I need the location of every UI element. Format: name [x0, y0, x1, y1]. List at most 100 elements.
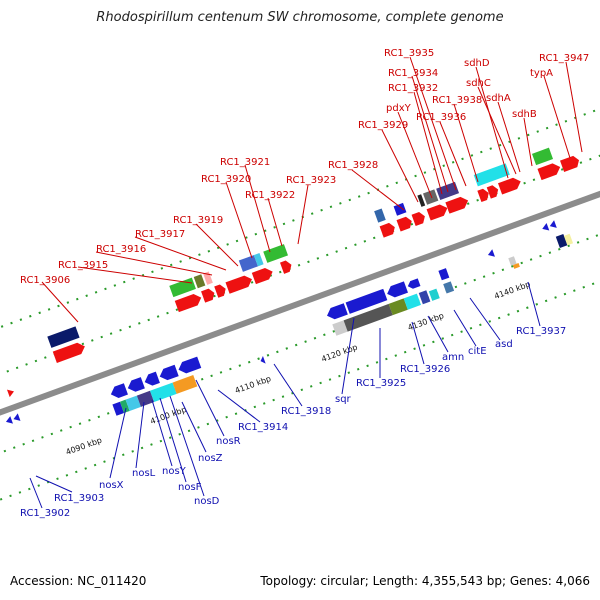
gene-RC1_3926-blue [387, 281, 408, 298]
scale-tick-4130: 4130 kbp [407, 311, 446, 332]
label-RC1_3914: RC1_3914 [238, 422, 288, 433]
gene-nosR [112, 401, 125, 416]
accession-text: Accession: NC_011420 [10, 574, 147, 588]
label-sdhA: sdhA [486, 93, 511, 104]
scale-tick-4120: 4120 kbp [320, 343, 359, 364]
label-nosR: nosR [216, 436, 241, 447]
reverse-genes [5, 220, 574, 424]
gene-RC1_3934 [417, 194, 426, 207]
gene-typA [532, 147, 554, 166]
gene-RC1_3914 [136, 390, 155, 407]
forward-genes [6, 147, 579, 398]
gene-RC1_3923 [263, 244, 289, 263]
label-RC1_3925: RC1_3925 [356, 378, 406, 389]
gene-RC1_3938-b [445, 196, 469, 214]
gene-citE-b [428, 288, 440, 301]
gene-RC1_3922-blue [238, 255, 258, 272]
gene-asd-b [443, 281, 455, 294]
gene-RC1_3906-red [52, 342, 85, 363]
label-RC1_3926: RC1_3926 [400, 364, 450, 375]
label-sdhD: sdhD [464, 58, 490, 69]
gene-RC1_3923-tail [279, 260, 292, 274]
label-RC1_3922: RC1_3922 [245, 190, 295, 201]
gene-RC1_3932 [411, 211, 425, 226]
scale-tick-4090: 4090 kbp [65, 436, 104, 457]
gene-RC1_3928 [374, 208, 386, 223]
gene-end-3 [555, 233, 568, 248]
gene-RC1_3918-orange [172, 375, 198, 394]
gene-typA-red [537, 163, 561, 181]
gene-RC1_3947 [560, 155, 579, 172]
gene-end-2 [549, 220, 557, 228]
gene-RC1_3902 [5, 416, 13, 424]
gene-asd [438, 268, 450, 281]
gene-nosF [159, 364, 179, 381]
label-nosF: nosF [178, 482, 202, 493]
label-asd: asd [495, 339, 513, 350]
label-RC1_3906: RC1_3906 [20, 275, 70, 286]
gene-RC1_3914-a [119, 399, 130, 413]
track-forward-outer [0, 83, 600, 373]
label-amn: amn [442, 352, 464, 363]
label-RC1_3935: RC1_3935 [384, 48, 434, 59]
label-RC1_3916: RC1_3916 [96, 244, 146, 255]
gene-nosZ [150, 382, 177, 403]
gene-nosX [110, 383, 128, 398]
gene-RC1_3925 [343, 303, 393, 332]
label-RC1_3937: RC1_3937 [516, 326, 566, 337]
gene-RC1_3937-c [512, 263, 520, 269]
forward-labels: RC1_3906 RC1_3915 RC1_3916 RC1_3917 RC1_… [20, 48, 589, 286]
label-RC1_3918: RC1_3918 [281, 406, 331, 417]
gene-sqr-grey [332, 320, 348, 336]
gene-nosL [127, 377, 145, 392]
gene-RC1_3914-b [125, 395, 141, 411]
gene-end-1 [542, 223, 550, 231]
gene-RC1_3917 [201, 288, 215, 303]
label-RC1_3936: RC1_3936 [416, 112, 466, 123]
forward-leader-lines [41, 56, 583, 323]
gene-amn-blue [407, 278, 421, 289]
label-RC1_3920: RC1_3920 [201, 174, 251, 185]
gene-RC1_3920 [193, 274, 206, 289]
gene-RC1_3937 [487, 249, 495, 257]
label-RC1_3915: RC1_3915 [58, 260, 108, 271]
gene-RC1_3918 [260, 356, 266, 364]
gene-RC1_3922-cyan [253, 253, 264, 267]
gene-citE [418, 290, 431, 305]
gene-RC1_3921 [203, 271, 213, 285]
track-reverse-outer [0, 235, 600, 525]
gene-RC1_3903 [13, 413, 21, 421]
gene-RC1_3923-red [251, 268, 273, 285]
gene-nosY [144, 371, 160, 386]
gene-RC1_3922 [225, 275, 252, 294]
gene-RC1_3919 [214, 284, 226, 298]
gene-RC1_3926 [388, 298, 408, 316]
label-RC1_3938: RC1_3938 [432, 95, 482, 106]
label-sqr: sqr [335, 394, 352, 405]
gene-sdhC [486, 185, 499, 199]
gene-RC1_3938 [426, 204, 448, 221]
gene-small-red [6, 389, 14, 398]
label-sdhB: sdhB [512, 109, 537, 120]
scale-tick-4110: 4110 kbp [234, 374, 273, 395]
map-title: Rhodospirillum centenum SW chromosome, c… [96, 10, 504, 25]
label-nosD: nosD [194, 496, 220, 507]
label-RC1_3917: RC1_3917 [135, 229, 185, 240]
label-citE: citE [468, 346, 487, 357]
gene-sdhD [477, 188, 489, 203]
genome-summary-text: Topology: circular; Length: 4,355,543 bp… [260, 574, 590, 588]
label-RC1_3934: RC1_3934 [388, 68, 438, 79]
genome-strip: 4090 kbp 4100 kbp 4110 kbp 4120 kbp 4130… [0, 83, 600, 525]
gene-RC1_3937-b [508, 256, 517, 266]
gene-RC1_3925-blue [345, 288, 388, 314]
label-RC1_3902: RC1_3902 [20, 508, 70, 519]
gene-RC1_3916 [174, 294, 202, 313]
label-nosY: nosY [162, 466, 187, 477]
reverse-labels: RC1_3902 RC1_3903 nosX nosL nosY nosF no… [20, 326, 566, 519]
gene-end-4 [563, 233, 574, 246]
label-nosL: nosL [132, 468, 156, 479]
gene-amn [403, 293, 421, 310]
label-nosZ: nosZ [198, 453, 223, 464]
